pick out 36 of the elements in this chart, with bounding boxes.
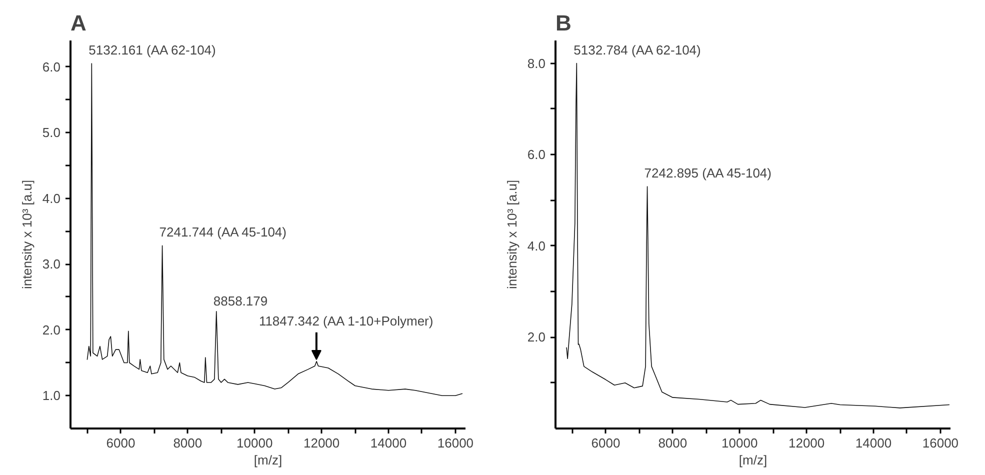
y-tick-label: 1.0 xyxy=(42,388,61,404)
y-tick-label: 8.0 xyxy=(527,56,546,71)
annotation: 5132.161 (AA 62-104) xyxy=(88,42,216,58)
y-tick-label: 2.0 xyxy=(42,322,61,338)
y-tick-label: 4.0 xyxy=(527,238,546,254)
x-axis-title: [m/z] xyxy=(254,452,282,468)
x-tick-label: 10000 xyxy=(722,436,758,450)
line-series xyxy=(86,63,463,396)
y-axis-title: intensity x 10³ [a.u] xyxy=(19,180,34,290)
y-axis-title: intensity x 10³ [a.u] xyxy=(504,180,520,290)
y-tick-label: 6.0 xyxy=(527,147,546,162)
x-tick-label: 6000 xyxy=(106,436,136,450)
annotation: 7242.895 (AA 45-104) xyxy=(644,166,772,181)
x-tick-label: 8000 xyxy=(173,436,202,450)
x-tick-label: 8000 xyxy=(658,436,688,450)
x-tick-label: 12000 xyxy=(303,436,340,450)
chart-title: B xyxy=(556,10,572,36)
x-axis-title: [m/z] xyxy=(738,452,768,468)
y-tick-label: 2.0 xyxy=(527,330,546,345)
x-tick-label: 6000 xyxy=(591,436,620,450)
y-tick-label: 5.0 xyxy=(42,125,61,140)
annotation: 11847.342 (AA 1-10+Polymer) xyxy=(258,313,434,328)
x-tick-label: 10000 xyxy=(236,436,273,450)
chart-title: A xyxy=(70,10,86,36)
x-tick-label: 14000 xyxy=(370,436,407,450)
y-tick-label: 3.0 xyxy=(42,256,61,272)
annotation: 5132.784 (AA 62-104) xyxy=(574,42,701,58)
y-tick-label: 6.0 xyxy=(42,59,61,74)
annotation: 7241.744 (AA 45-104) xyxy=(159,224,287,240)
y-tick-label: 4.0 xyxy=(42,190,61,206)
line-series xyxy=(566,62,950,408)
x-tick-label: 16000 xyxy=(437,436,474,450)
x-tick-label: 12000 xyxy=(788,436,825,450)
x-tick-label: 14000 xyxy=(855,436,892,450)
annotation: 8858.179 xyxy=(213,293,268,308)
x-tick-label: 16000 xyxy=(922,436,959,450)
